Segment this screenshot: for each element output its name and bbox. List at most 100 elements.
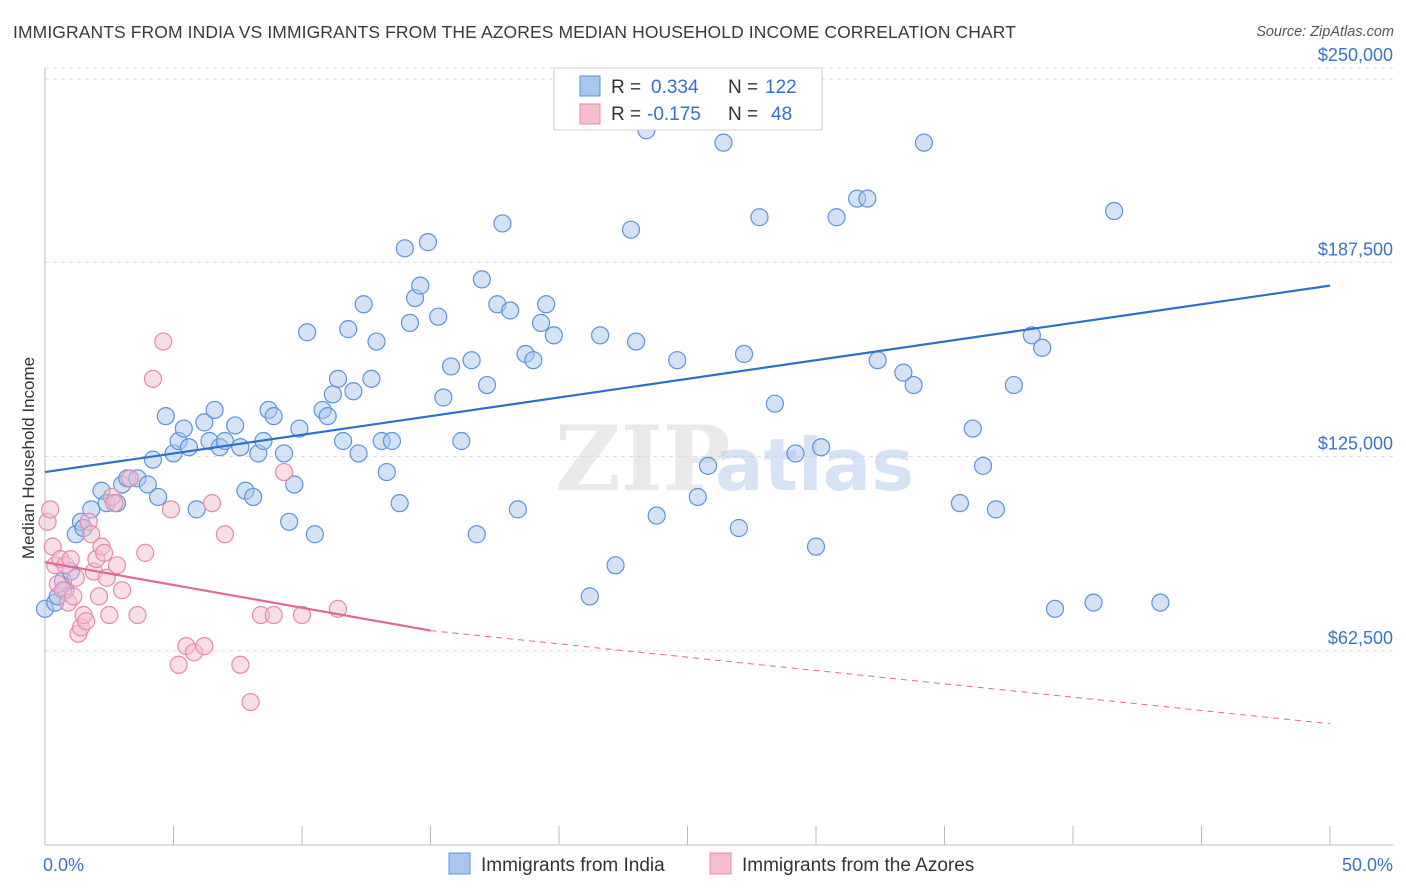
y-tick-label-3: $250,000 bbox=[1318, 45, 1393, 65]
x-tick-label-max: 50.0% bbox=[1342, 855, 1393, 875]
watermark: ZIP atlas bbox=[555, 406, 914, 512]
india-point-63 bbox=[418, 233, 438, 252]
legend-n-label-india: N = bbox=[728, 77, 758, 98]
india-point-45 bbox=[318, 407, 337, 426]
gridlines bbox=[45, 67, 1393, 652]
india-point-40 bbox=[285, 475, 304, 494]
trend-line-india bbox=[44, 284, 1331, 474]
y-axis-label: Median Household Income bbox=[19, 357, 38, 559]
azores-point-42 bbox=[241, 692, 260, 712]
india-point-37 bbox=[264, 407, 283, 426]
bottom-legend-label-azores: Immigrants from the Azores bbox=[742, 855, 974, 876]
india-point-70 bbox=[472, 270, 491, 289]
azores-point-29 bbox=[120, 469, 139, 488]
india-point-105 bbox=[868, 351, 887, 370]
india-point-50 bbox=[344, 382, 363, 401]
bottom-legend-swatch-azores bbox=[709, 852, 732, 875]
azores-point-15 bbox=[77, 612, 96, 631]
azores-point-17 bbox=[82, 525, 101, 544]
azores-point-40 bbox=[215, 525, 234, 544]
india-point-73 bbox=[493, 214, 512, 233]
trend-line-azores-extension bbox=[430, 630, 1331, 725]
source-credit: Source: ZipAtlas.com bbox=[1256, 24, 1394, 40]
trend-line-azores bbox=[44, 561, 431, 632]
azores-point-11 bbox=[66, 568, 85, 587]
india-point-75 bbox=[508, 500, 527, 519]
india-point-65 bbox=[434, 388, 453, 407]
y-tick-labels: $62,500 $125,000 $187,500 $250,000 bbox=[1318, 45, 1393, 648]
india-point-16 bbox=[138, 475, 157, 494]
azores-point-46 bbox=[292, 605, 312, 625]
india-point-99 bbox=[786, 444, 805, 463]
legend-n-value-india: 122 bbox=[765, 77, 797, 98]
axes bbox=[44, 68, 1393, 846]
india-point-89 bbox=[647, 506, 666, 525]
legend-n-value-azores: 48 bbox=[771, 104, 792, 125]
india-point-68 bbox=[462, 351, 481, 370]
legend-swatch-azores bbox=[579, 103, 601, 125]
india-point-96 bbox=[734, 344, 754, 364]
india-point-57 bbox=[382, 431, 402, 451]
legend-n-label-azores: N = bbox=[728, 104, 758, 125]
india-point-80 bbox=[544, 326, 563, 345]
india-point-107 bbox=[904, 375, 923, 395]
india-point-19 bbox=[156, 407, 175, 426]
india-point-112 bbox=[986, 500, 1006, 519]
india-point-17 bbox=[143, 450, 163, 469]
legend-swatch-india bbox=[579, 75, 601, 97]
azores-point-1 bbox=[41, 500, 60, 519]
india-point-58 bbox=[390, 494, 409, 513]
azores-point-33 bbox=[154, 332, 173, 351]
india-point-100 bbox=[806, 537, 826, 556]
india-point-92 bbox=[688, 487, 707, 507]
azores-point-45 bbox=[274, 462, 294, 482]
azores-point-27 bbox=[107, 556, 127, 575]
chart-title: IMMIGRANTS FROM INDIA VS IMMIGRANTS FROM… bbox=[13, 22, 1016, 42]
azores-point-20 bbox=[89, 587, 109, 606]
azores-point-41 bbox=[231, 655, 250, 674]
india-point-47 bbox=[328, 369, 348, 388]
series-india-points bbox=[35, 90, 1170, 618]
india-point-78 bbox=[531, 313, 551, 333]
india-point-114 bbox=[1022, 326, 1041, 345]
watermark-atlas: atlas bbox=[715, 423, 914, 507]
azores-point-26 bbox=[105, 494, 124, 513]
india-point-69 bbox=[467, 525, 486, 544]
azores-point-10 bbox=[64, 587, 83, 606]
india-point-42 bbox=[298, 323, 317, 342]
india-point-104 bbox=[858, 189, 877, 208]
stats-legend: R = 0.334 N = 122 R = -0.175 N = 48 bbox=[553, 67, 823, 131]
india-point-41 bbox=[290, 419, 309, 438]
india-point-33 bbox=[244, 487, 263, 507]
azores-point-30 bbox=[128, 605, 147, 625]
azores-point-24 bbox=[100, 605, 119, 625]
azores-point-35 bbox=[169, 655, 188, 674]
india-point-86 bbox=[621, 220, 641, 239]
india-point-51 bbox=[349, 444, 368, 463]
india-point-110 bbox=[963, 419, 982, 438]
india-point-84 bbox=[591, 326, 610, 345]
india-point-18 bbox=[148, 487, 168, 507]
india-point-113 bbox=[1004, 375, 1023, 395]
azores-point-22 bbox=[95, 543, 114, 562]
india-point-66 bbox=[441, 357, 461, 376]
india-point-94 bbox=[714, 133, 733, 152]
legend-r-value-azores: -0.175 bbox=[647, 104, 701, 125]
azores-point-32 bbox=[143, 369, 163, 388]
trend-lines bbox=[44, 284, 1331, 725]
india-point-118 bbox=[1105, 201, 1124, 221]
india-point-43 bbox=[305, 525, 324, 544]
india-point-109 bbox=[950, 494, 970, 513]
india-point-115 bbox=[1033, 338, 1052, 357]
y-tick-label-1: $125,000 bbox=[1318, 434, 1393, 454]
india-point-85 bbox=[606, 556, 625, 575]
india-point-31 bbox=[231, 438, 250, 457]
x-tick-label-min: 0.0% bbox=[43, 855, 84, 875]
india-point-64 bbox=[429, 307, 448, 326]
india-point-56 bbox=[377, 462, 396, 482]
india-point-60 bbox=[400, 313, 420, 333]
azores-point-38 bbox=[195, 637, 214, 656]
india-point-98 bbox=[765, 394, 784, 413]
india-point-22 bbox=[174, 419, 193, 438]
india-point-74 bbox=[501, 301, 520, 320]
